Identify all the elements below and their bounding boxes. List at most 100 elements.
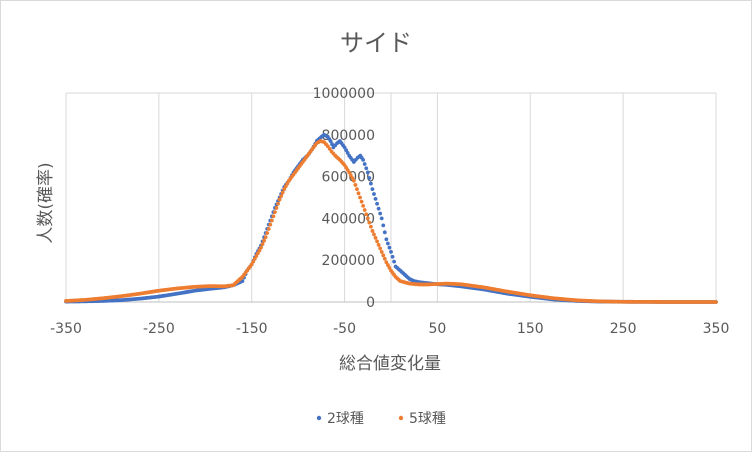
y-tick-label: 400000 — [322, 211, 375, 227]
data-point — [259, 245, 263, 250]
data-point — [365, 216, 370, 221]
data-point-interp — [433, 282, 438, 286]
y-axis-title: 人数(確率) — [36, 162, 56, 243]
data-point-interp — [666, 300, 670, 304]
y-tick-label: 1000000 — [313, 86, 375, 102]
data-point-interp — [99, 296, 104, 301]
data-point — [361, 203, 366, 208]
data-point — [282, 187, 287, 192]
data-point — [273, 210, 277, 215]
data-point — [351, 178, 356, 183]
data-point-interp — [348, 173, 353, 178]
data-point-interp — [358, 195, 362, 200]
legend-label-2: 5球種 — [409, 411, 446, 427]
data-point-interp — [324, 133, 328, 138]
data-point-interp — [81, 298, 85, 302]
data-point — [375, 239, 379, 244]
data-point-interp — [350, 176, 355, 180]
data-point-interp — [364, 212, 369, 217]
data-point-interp — [330, 142, 334, 147]
data-point-interp — [712, 300, 717, 304]
legend: 2球種 5球種 — [316, 411, 446, 427]
data-point-interp — [341, 143, 345, 148]
data-point — [379, 216, 384, 221]
data-point-interp — [229, 283, 234, 288]
data-point-interp — [392, 272, 396, 277]
y-tick-label: 0 — [366, 295, 375, 311]
data-point-interp — [373, 196, 378, 201]
data-point-interp — [336, 156, 341, 161]
data-point-interp — [457, 282, 461, 287]
data-point-interp — [359, 199, 364, 204]
data-point-interp — [387, 265, 392, 270]
data-point-interp — [373, 236, 378, 240]
data-point-interp — [265, 231, 270, 235]
data-point-interp — [382, 230, 387, 235]
data-point-interp — [345, 151, 350, 155]
data-point-interp — [392, 259, 396, 264]
data-point-interp — [353, 157, 358, 162]
data-point-interp — [368, 181, 373, 186]
data-point-interp — [316, 140, 321, 145]
data-point — [389, 249, 393, 254]
data-point-interp — [362, 208, 367, 212]
data-point-interp — [279, 194, 284, 199]
data-point-interp — [372, 192, 376, 196]
data-point-interp — [368, 224, 373, 229]
data-point — [365, 170, 370, 175]
data-point-interp — [256, 251, 260, 256]
data-point-interp — [344, 148, 349, 153]
y-tick-label: 600000 — [322, 170, 375, 186]
data-point-interp — [410, 278, 415, 283]
data-point-interp — [283, 184, 288, 189]
x-tick-label: -250 — [143, 321, 175, 337]
data-point-interp — [372, 232, 376, 237]
data-point-interp — [173, 286, 178, 291]
x-tick-label: 150 — [517, 321, 544, 337]
data-point-interp — [260, 242, 265, 247]
data-point — [370, 187, 375, 192]
legend-label-1: 2球種 — [327, 411, 364, 427]
data-point-interp — [192, 284, 197, 289]
data-point-interp — [367, 176, 372, 180]
data-point-interp — [206, 287, 211, 291]
data-point-interp — [387, 245, 392, 250]
data-point-interp — [350, 157, 355, 162]
data-point-interp — [415, 282, 420, 287]
data-point-interp — [381, 223, 386, 228]
data-point-interp — [136, 296, 141, 301]
data-point-interp — [269, 218, 274, 223]
series-2 — [64, 139, 718, 304]
series-layer — [64, 132, 718, 304]
data-point-interp — [234, 280, 239, 285]
data-point-interp — [331, 151, 336, 156]
data-point-interp — [390, 254, 395, 259]
data-point-interp — [257, 248, 262, 253]
x-tick-label: 250 — [610, 321, 637, 337]
data-point-interp — [285, 181, 290, 186]
legend-marker-1 — [316, 415, 322, 421]
data-point-interp — [294, 168, 299, 173]
data-point-interp — [424, 282, 429, 287]
data-point-interp — [308, 149, 313, 154]
data-point — [384, 237, 389, 242]
x-tick-label: -150 — [236, 321, 268, 337]
data-point-interp — [136, 291, 141, 296]
chart-title: サイド — [340, 29, 412, 57]
data-point-interp — [262, 238, 266, 243]
data-point-interp — [396, 267, 401, 272]
data-point-interp — [406, 275, 410, 280]
legend-marker-2 — [398, 415, 404, 421]
data-point-interp — [359, 155, 364, 160]
data-point-interp — [320, 139, 325, 144]
data-point-interp — [155, 289, 160, 293]
data-point-interp — [274, 206, 279, 210]
data-point-interp — [333, 143, 338, 148]
data-point-interp — [271, 214, 276, 219]
data-point-interp — [382, 256, 387, 261]
x-axis-title: 総合値変化量 — [339, 354, 441, 374]
data-point-interp — [238, 276, 243, 281]
data-point — [254, 254, 259, 258]
data-point — [277, 197, 282, 202]
